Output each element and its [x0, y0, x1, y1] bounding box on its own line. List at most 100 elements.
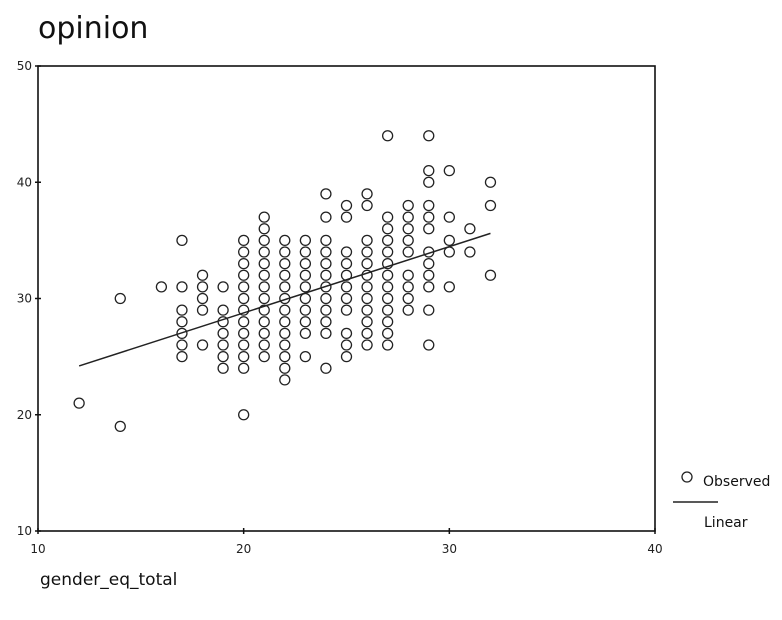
data-point	[361, 292, 373, 305]
data-point	[340, 199, 353, 212]
data-point	[381, 223, 394, 235]
data-point	[381, 130, 394, 142]
data-point	[238, 257, 250, 270]
data-point	[238, 409, 250, 421]
data-point	[340, 339, 353, 351]
data-point	[238, 350, 250, 363]
data-point	[423, 164, 435, 177]
data-point	[279, 269, 291, 281]
data-point	[217, 339, 229, 351]
data-point	[381, 234, 394, 247]
data-point	[402, 281, 414, 293]
data-point	[423, 130, 435, 142]
regression-line	[78, 232, 491, 367]
chart-title: opinion	[38, 11, 148, 46]
data-point	[217, 281, 229, 293]
data-point	[443, 211, 455, 223]
y-tick-label: 50	[17, 59, 32, 73]
data-point	[299, 281, 312, 293]
data-point	[402, 211, 414, 223]
data-point	[176, 350, 188, 363]
data-point	[381, 327, 394, 340]
data-point	[258, 292, 270, 305]
data-point	[340, 281, 353, 293]
data-point	[340, 257, 353, 270]
data-point	[279, 234, 291, 247]
data-point	[238, 304, 250, 316]
data-point	[381, 246, 394, 258]
data-point	[299, 246, 312, 258]
data-point	[320, 257, 332, 270]
data-point	[155, 281, 168, 293]
x-tick-label: 20	[236, 542, 251, 556]
data-point	[361, 327, 373, 340]
data-point	[196, 292, 209, 305]
data-point	[484, 269, 497, 281]
data-point	[464, 223, 476, 235]
data-point	[238, 246, 250, 258]
data-point	[320, 281, 332, 293]
data-point	[340, 246, 353, 258]
data-point	[340, 304, 353, 316]
data-point	[361, 188, 373, 200]
data-point	[176, 304, 188, 316]
data-point	[238, 362, 250, 374]
data-point	[361, 199, 373, 212]
data-point	[73, 397, 85, 409]
legend-observed-label: Observed	[703, 474, 770, 490]
data-point	[402, 269, 414, 281]
data-point	[258, 339, 270, 351]
data-point	[402, 234, 414, 247]
y-axis: 10 20 30 40 50	[17, 59, 41, 538]
data-point	[423, 199, 435, 212]
data-point	[340, 350, 353, 363]
data-point	[238, 234, 250, 247]
data-point	[258, 281, 270, 293]
data-point	[320, 269, 332, 281]
data-point	[176, 327, 188, 340]
data-point	[340, 327, 353, 340]
x-axis-label: gender_eq_total	[40, 570, 177, 590]
data-point	[402, 199, 414, 212]
data-point	[320, 211, 332, 223]
data-point	[381, 292, 394, 305]
data-point	[176, 281, 188, 293]
data-point	[423, 269, 435, 281]
legend: Observed Linear	[673, 471, 770, 531]
data-point	[340, 211, 353, 223]
data-point	[279, 374, 291, 386]
data-point	[258, 350, 270, 363]
data-point	[238, 269, 250, 281]
data-point	[279, 362, 291, 374]
data-point	[238, 327, 250, 340]
data-point	[320, 188, 332, 200]
data-point	[196, 304, 209, 316]
data-point	[381, 316, 394, 328]
data-point	[443, 234, 455, 247]
data-point	[258, 211, 270, 223]
data-point	[443, 164, 455, 177]
data-point	[320, 234, 332, 247]
x-tick-label: 40	[647, 542, 662, 556]
data-point	[279, 350, 291, 363]
data-point	[258, 223, 270, 235]
data-point	[320, 316, 332, 328]
data-point	[238, 292, 250, 305]
data-point	[279, 304, 291, 316]
data-point	[443, 281, 455, 293]
data-point	[299, 269, 312, 281]
plot-frame	[37, 65, 656, 532]
data-point	[217, 304, 229, 316]
data-point	[402, 246, 414, 258]
data-point	[258, 316, 270, 328]
y-tick-label: 20	[17, 408, 32, 422]
data-point	[381, 269, 394, 281]
data-point	[299, 257, 312, 270]
data-point	[381, 257, 394, 270]
data-point	[402, 304, 414, 316]
data-point	[114, 292, 126, 305]
data-point	[423, 223, 435, 235]
data-point	[258, 327, 270, 340]
data-point	[381, 281, 394, 293]
